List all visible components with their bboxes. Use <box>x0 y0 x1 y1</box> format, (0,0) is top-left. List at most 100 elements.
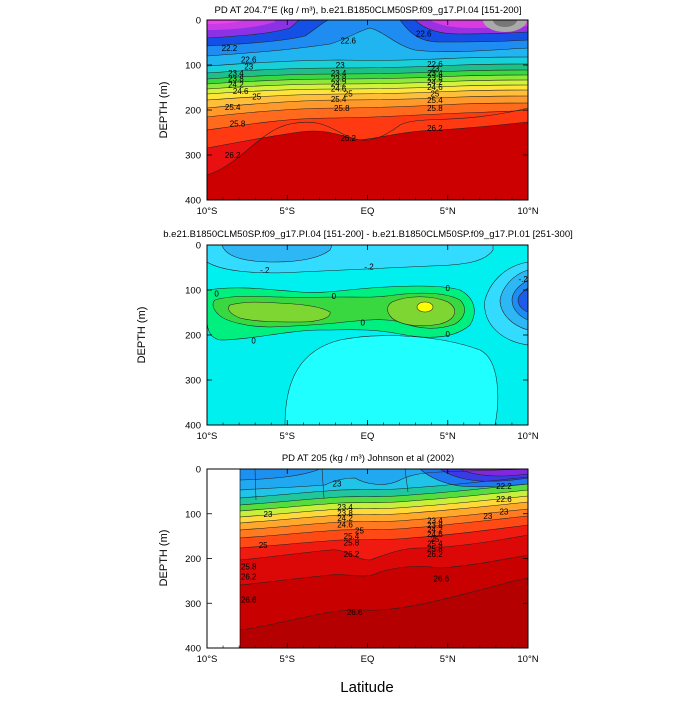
contour-label: 0 <box>251 336 256 345</box>
contour-label: 0 <box>214 290 219 299</box>
panel1-ytick-label: 0 <box>196 16 201 27</box>
panel3-contour-labels: 232323.423.824.224.62525.425.826.22525.8… <box>241 479 512 617</box>
contour-label: 24.2 <box>427 78 443 87</box>
contour-label: 22.6 <box>241 56 257 65</box>
contour-label: 23.8 <box>331 75 347 84</box>
contour-label: 25 <box>430 89 439 98</box>
panel1-ytick-label: 100 <box>185 61 201 72</box>
contour-label: 26.2 <box>427 124 443 133</box>
panel3-ytick-label: 400 <box>185 644 201 655</box>
panel1-xtick-label: 10°S <box>197 206 218 217</box>
x-axis-label: Latitude <box>340 679 393 696</box>
contour-label: 0 <box>446 284 451 293</box>
panel-difference: b.e21.B1850CLM50SP.f09_g17.PI.04 [151-20… <box>136 229 573 442</box>
panel2-fill <box>207 245 528 425</box>
panel2-ylabel: DEPTH (m) <box>136 307 148 364</box>
panel3-axes: 10°S 5°S EQ 5°N 10°N 0 100 200 300 400 <box>185 465 539 666</box>
contour-label: 23 <box>264 510 273 519</box>
contour-label: 23.4 <box>427 69 443 78</box>
contour-label: 25.4 <box>344 532 360 541</box>
panel2-title: b.e21.B1850CLM50SP.f09_g17.PI.04 [151-20… <box>163 229 573 240</box>
contour-label: 24.6 <box>331 84 347 93</box>
panel1-ytick-label: 300 <box>185 151 201 162</box>
panel2-xtick-label: 10°N <box>517 431 538 442</box>
contour-label: 23.8 <box>427 521 443 530</box>
contour-label: 23 <box>244 62 253 71</box>
panel2-ytick-label: 300 <box>185 376 201 387</box>
contour-label: -.2 <box>260 266 270 275</box>
panel1-xtick-label: 5°S <box>280 206 295 217</box>
contour-label: 23.4 <box>228 69 244 78</box>
contour-label: 0 <box>446 330 451 339</box>
contour-label: 22.2 <box>496 482 512 491</box>
panel1-axes: 10°S 5°S EQ 5°N 10°N 0 100 200 300 400 <box>185 16 539 218</box>
contour-label: 26.6 <box>347 608 363 617</box>
contour-label: 26.2 <box>344 550 360 559</box>
panel3-ytick-label: 200 <box>185 554 201 565</box>
panel2-xtick-label: 5°S <box>280 431 295 442</box>
contour-label: 23.4 <box>331 69 347 78</box>
contour-label: 23.4 <box>337 503 353 512</box>
contour-label: 0 <box>332 292 337 301</box>
panel3-xtick-label: 10°N <box>517 654 538 665</box>
panel3-ytick-label: 100 <box>185 509 201 520</box>
contour-label: 25.4 <box>427 96 443 105</box>
contour-label: 25 <box>259 541 268 550</box>
contour-label: 24.2 <box>427 525 443 534</box>
contour-label: 23 <box>336 61 345 70</box>
contour-label: 25 <box>344 89 353 98</box>
contour-label: 22.6 <box>340 36 356 45</box>
contour-label: 23.4 <box>427 516 443 525</box>
contour-label: 25.8 <box>334 104 350 113</box>
contour-label: 25.8 <box>241 563 257 572</box>
panel3-ytick-label: 0 <box>196 465 201 476</box>
contour-label: 25 <box>252 93 261 102</box>
contour-label: 25.4 <box>331 95 347 104</box>
contour-label: 23 <box>430 65 439 74</box>
panel1-xtick-label: 10°N <box>517 206 538 217</box>
contour-label: 26.2 <box>241 572 257 581</box>
panel1-contour-labels: 22.222.62323.423.824.224.62525.425.826.2… <box>222 30 444 161</box>
panel-model-density: PD AT 204.7°E (kg / m³), b.e21.B1850CLM5… <box>158 5 539 217</box>
panel3-xtick-label: 5°N <box>440 654 456 665</box>
panel2-xtick-label: 10°S <box>197 431 218 442</box>
contour-label: -.2 <box>519 275 529 284</box>
panel2-contour-labels: -.2 -.2 -.2 0 0 0 0 0 0 <box>214 263 528 346</box>
contour-label: -.2 <box>364 263 374 272</box>
contour-label: 24.2 <box>337 514 353 523</box>
contour-label: 25.8 <box>427 545 443 554</box>
contour-label: 23.8 <box>337 509 353 518</box>
contour-label: 23 <box>483 512 492 521</box>
panel3-xtick-label: 5°S <box>280 654 295 665</box>
panel2-ytick-label: 0 <box>196 241 201 252</box>
contour-label: 26.2 <box>340 134 356 143</box>
panel2-xtick-label: 5°N <box>440 431 456 442</box>
contour-label: 23.8 <box>427 74 443 83</box>
panel2-ytick-label: 200 <box>185 331 201 342</box>
contour-label: 26.6 <box>434 575 450 584</box>
contour-label: 0 <box>360 318 365 327</box>
contour-label: 25.4 <box>225 103 241 112</box>
contour-label: 22.6 <box>416 30 432 39</box>
contour-label: 24.6 <box>233 87 249 96</box>
contour-label: 25 <box>355 526 364 535</box>
contour-label: 24.6 <box>427 83 443 92</box>
panel2-ytick-label: 100 <box>185 286 201 297</box>
contour-label: 24.6 <box>427 530 443 539</box>
panel3-xtick-label: 10°S <box>197 654 218 665</box>
panel3-fill <box>207 469 528 648</box>
contour-label: 23.8 <box>228 75 244 84</box>
contour-label: 23 <box>333 479 342 488</box>
contour-label: 26.2 <box>427 550 443 559</box>
panel1-title: PD AT 204.7°E (kg / m³), b.e21.B1850CLM5… <box>215 5 522 16</box>
contour-label: 24.2 <box>331 79 347 88</box>
contour-label: 25.4 <box>427 540 443 549</box>
contour-label: 24.2 <box>228 80 244 89</box>
panel1-fill <box>207 20 528 200</box>
panel3-title: PD AT 205 (kg / m³) Johnson et al (2002) <box>282 453 454 464</box>
panel2-axes: 10°S 5°S EQ 5°N 10°N 0 100 200 300 400 <box>185 241 539 443</box>
panel1-ytick-label: 400 <box>185 196 201 207</box>
contour-label: 22.6 <box>427 60 443 69</box>
contour-label: 25.8 <box>230 120 246 129</box>
